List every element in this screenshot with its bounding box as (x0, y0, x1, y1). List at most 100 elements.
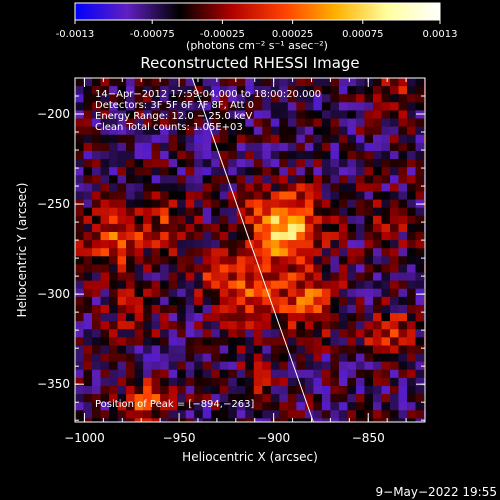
heatmap-cell (109, 288, 118, 298)
heatmap-cell (75, 418, 84, 422)
heatmap-cell (355, 118, 365, 127)
observation-info: 14−Apr−2012 17:59:04.000 to 18:00:20.000… (95, 89, 321, 133)
heatmap-cell (168, 304, 178, 314)
heatmap-cell (270, 118, 280, 127)
heatmap-cell (304, 94, 314, 103)
heatmap-cell (262, 402, 272, 411)
heatmap-cell (364, 361, 374, 371)
heatmap-cell (177, 402, 186, 411)
heatmap-cell (92, 272, 101, 281)
heatmap-cell (194, 256, 203, 265)
heatmap-cell (321, 329, 331, 338)
heatmap-cell (236, 94, 246, 103)
heatmap-cell (330, 296, 340, 306)
heatmap-cell (304, 280, 314, 290)
heatmap-cell (364, 369, 374, 379)
heatmap-cell (347, 329, 357, 338)
heatmap-cell (279, 94, 289, 103)
heatmap-cell (407, 402, 416, 411)
heatmap-cell (194, 248, 203, 257)
heatmap-cell (211, 240, 221, 249)
heatmap-cell (287, 313, 297, 322)
heatmap-cell (347, 280, 357, 290)
heatmap-cell (279, 142, 289, 152)
heatmap-cell (100, 102, 110, 111)
heatmap-cell (83, 296, 93, 306)
heatmap-cell (262, 223, 272, 233)
heatmap-cell (296, 377, 306, 387)
heatmap-cell (245, 345, 255, 354)
heatmap-cell (228, 313, 238, 322)
heatmap-cell (364, 313, 374, 322)
heatmap-cell (270, 418, 280, 422)
heatmap-cell (407, 240, 416, 249)
heatmap-cell (321, 256, 331, 265)
heatmap-cell (330, 199, 340, 208)
heatmap-cell (151, 134, 161, 144)
heatmap-cell (160, 256, 169, 265)
heatmap-cell (143, 118, 152, 127)
heatmap-cell (100, 150, 110, 160)
heatmap-cell (117, 199, 127, 208)
heatmap-cell (236, 142, 246, 152)
heatmap-cell (270, 361, 280, 371)
heatmap-cell (330, 118, 340, 127)
heatmap-cell (194, 377, 203, 387)
heatmap-cell (338, 126, 348, 136)
heatmap-cell (304, 110, 314, 119)
heatmap-cell (372, 159, 382, 168)
heatmap-cell (313, 223, 323, 233)
heatmap-cell (304, 215, 314, 225)
heatmap-cell (236, 329, 246, 338)
heatmap-cell (100, 385, 110, 395)
heatmap-cell (364, 183, 374, 192)
heatmap-cell (211, 231, 221, 241)
heatmap-cell (355, 410, 365, 419)
heatmap-cell (364, 248, 374, 257)
heatmap-cell (313, 410, 323, 419)
heatmap-cell (338, 361, 348, 371)
heatmap-cell (253, 134, 263, 144)
heatmap-cell (117, 183, 127, 192)
heatmap-cell (415, 402, 425, 411)
heatmap-cell (211, 78, 221, 87)
heatmap-cell (321, 223, 331, 233)
heatmap-cell (433, 418, 442, 426)
heatmap-cell (270, 248, 280, 257)
heatmap-cell (151, 175, 161, 184)
info-energy-range: Energy Range: 12.0 − 25.0 keV (95, 111, 252, 122)
heatmap-cell (109, 78, 118, 87)
heatmap-cell (228, 296, 238, 306)
heatmap-cell (304, 272, 314, 281)
heatmap-cell (253, 272, 263, 281)
heatmap-cell (109, 313, 118, 322)
heatmap-cell (381, 353, 391, 362)
heatmap-cell (313, 167, 323, 176)
heatmap-cell (83, 272, 93, 281)
heatmap-cell (151, 207, 161, 217)
heatmap-cell (245, 248, 255, 257)
heatmap-cell (296, 304, 306, 314)
heatmap-cell (279, 313, 289, 322)
heatmap-cell (372, 142, 382, 152)
heatmap-cell (390, 159, 399, 168)
heatmap-cell (262, 126, 272, 136)
heatmap-cell (151, 150, 161, 160)
heatmap-cell (321, 215, 331, 225)
heatmap-cell (321, 321, 331, 330)
heatmap-cell (253, 394, 263, 403)
heatmap-cell (143, 313, 152, 322)
heatmap-cell (381, 86, 391, 95)
heatmap-cell (228, 248, 238, 257)
heatmap-cell (83, 86, 93, 95)
heatmap-cell (202, 126, 212, 136)
heatmap-cell (287, 304, 297, 314)
heatmap-cell (151, 256, 161, 265)
heatmap-cell (390, 240, 399, 249)
heatmap-cell (117, 142, 127, 152)
heatmap-cell (168, 377, 178, 387)
heatmap-cell (381, 183, 391, 192)
heatmap-cell (313, 280, 323, 290)
heatmap-cell (160, 183, 169, 192)
heatmap-cell (313, 240, 323, 249)
